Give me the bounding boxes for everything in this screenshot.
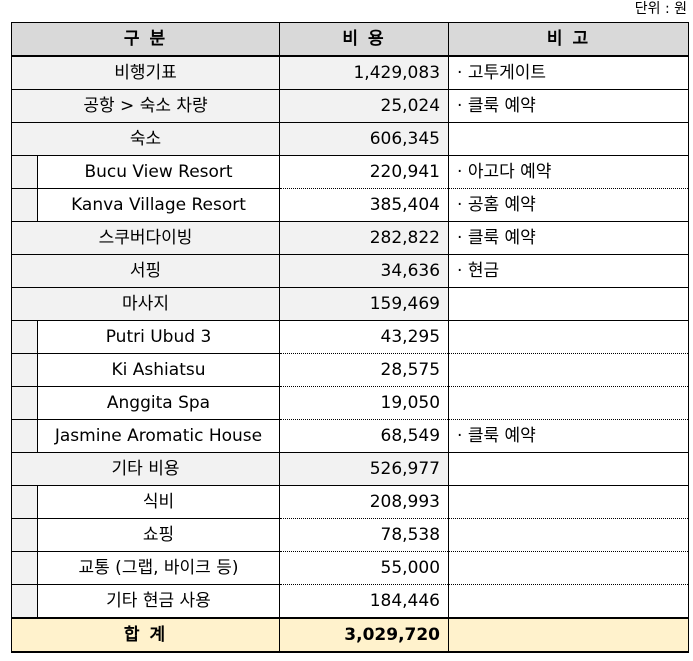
row-category: 공항 > 숙소 차량 xyxy=(10,89,281,123)
row-category: 기타 비용 xyxy=(10,452,281,486)
subrow-name: 쇼핑 xyxy=(36,518,281,552)
table-subrow: Jasmine Aromatic House 68,549 · 클룩 예약 xyxy=(11,419,690,453)
subrow-cost: 220,941 xyxy=(279,155,450,189)
row-note: · 클룩 예약 xyxy=(448,89,690,123)
subrow-cost: 55,000 xyxy=(279,551,450,585)
subrow-name: Kanva Village Resort xyxy=(36,188,281,222)
row-cost: 606,345 xyxy=(279,122,450,156)
table-subrow: Putri Ubud 3 43,295 xyxy=(11,320,690,354)
row-category: 서핑 xyxy=(10,254,281,288)
subrow-name: Anggita Spa xyxy=(36,386,281,420)
indent-cell xyxy=(11,188,38,222)
subrow-cost: 68,549 xyxy=(279,419,450,453)
subrow-name: 기타 현금 사용 xyxy=(36,584,281,619)
header-cost: 비 용 xyxy=(279,22,450,57)
row-note: · 고투게이트 xyxy=(448,55,690,90)
subrow-name: 교통 (그랩, 바이크 등) xyxy=(36,551,281,585)
subrow-note xyxy=(448,485,690,519)
subrow-cost: 385,404 xyxy=(279,188,450,222)
table-row: 숙소 606,345 xyxy=(10,122,690,156)
row-cost: 159,469 xyxy=(279,287,450,321)
subrow-note: · 아고다 예약 xyxy=(448,155,690,189)
row-note xyxy=(448,287,690,321)
table-subrow: Anggita Spa 19,050 xyxy=(11,386,690,420)
header-note: 비 고 xyxy=(448,22,690,57)
row-cost: 282,822 xyxy=(279,221,450,255)
row-category: 숙소 xyxy=(10,122,281,156)
table-subrow: Bucu View Resort 220,941 · 아고다 예약 xyxy=(11,155,690,189)
subrow-name: Bucu View Resort xyxy=(36,155,281,189)
indent-cell xyxy=(11,419,38,453)
subrow-note: · 공홈 예약 xyxy=(448,188,690,222)
subrow-note xyxy=(448,353,690,387)
indent-cell xyxy=(11,155,38,189)
cost-table: 구 분 비 용 비 고 비행기표 1,429,083 · 고투게이트 공항 > … xyxy=(10,22,690,653)
indent-cell xyxy=(11,386,38,420)
table-row: 마사지 159,469 xyxy=(10,287,690,321)
row-cost: 34,636 xyxy=(279,254,450,288)
table-row: 서핑 34,636 · 현금 xyxy=(10,254,690,288)
table-row: 비행기표 1,429,083 · 고투게이트 xyxy=(10,55,690,90)
subrow-note xyxy=(448,320,690,354)
subrow-note xyxy=(448,584,690,619)
total-note xyxy=(448,617,690,653)
row-category: 비행기표 xyxy=(10,55,281,90)
table-subrow: Kanva Village Resort 385,404 · 공홈 예약 xyxy=(11,188,690,222)
header-category: 구 분 xyxy=(10,22,281,57)
table-subrow: Ki Ashiatsu 28,575 xyxy=(11,353,690,387)
indent-cell xyxy=(11,518,38,552)
row-note: · 클룩 예약 xyxy=(448,221,690,255)
table-row: 스쿠버다이빙 282,822 · 클룩 예약 xyxy=(10,221,690,255)
row-note xyxy=(448,122,690,156)
indent-cell xyxy=(11,353,38,387)
row-category: 스쿠버다이빙 xyxy=(10,221,281,255)
table-row: 공항 > 숙소 차량 25,024 · 클룩 예약 xyxy=(10,89,690,123)
indent-cell xyxy=(11,485,38,519)
subrow-name: Putri Ubud 3 xyxy=(36,320,281,354)
header-row: 구 분 비 용 비 고 xyxy=(10,22,690,57)
row-cost: 1,429,083 xyxy=(279,55,450,90)
total-cost: 3,029,720 xyxy=(279,617,450,653)
row-cost: 25,024 xyxy=(279,89,450,123)
table-subrow: 교통 (그랩, 바이크 등) 55,000 xyxy=(11,551,690,585)
row-note: · 현금 xyxy=(448,254,690,288)
subrow-cost: 184,446 xyxy=(279,584,450,619)
subrow-cost: 208,993 xyxy=(279,485,450,519)
indent-cell xyxy=(11,551,38,585)
row-cost: 526,977 xyxy=(279,452,450,486)
unit-label: 단위 : 원 xyxy=(634,1,687,17)
subrow-name: 식비 xyxy=(36,485,281,519)
row-category: 마사지 xyxy=(10,287,281,321)
subrow-cost: 28,575 xyxy=(279,353,450,387)
total-label: 합 계 xyxy=(10,617,281,653)
subrow-note: · 클룩 예약 xyxy=(448,419,690,453)
subrow-name: Jasmine Aromatic House xyxy=(36,419,281,453)
table-subrow: 기타 현금 사용 184,446 xyxy=(11,584,690,619)
subrow-note xyxy=(448,386,690,420)
subrow-note xyxy=(448,551,690,585)
indent-cell xyxy=(11,584,38,619)
subrow-note xyxy=(448,518,690,552)
table-subrow: 식비 208,993 xyxy=(11,485,690,519)
subrow-cost: 19,050 xyxy=(279,386,450,420)
indent-cell xyxy=(11,320,38,354)
row-note xyxy=(448,452,690,486)
subrow-cost: 78,538 xyxy=(279,518,450,552)
table-subrow: 쇼핑 78,538 xyxy=(11,518,690,552)
total-row: 합 계 3,029,720 xyxy=(10,617,690,653)
subrow-cost: 43,295 xyxy=(279,320,450,354)
table-row: 기타 비용 526,977 xyxy=(10,452,690,486)
subrow-name: Ki Ashiatsu xyxy=(36,353,281,387)
